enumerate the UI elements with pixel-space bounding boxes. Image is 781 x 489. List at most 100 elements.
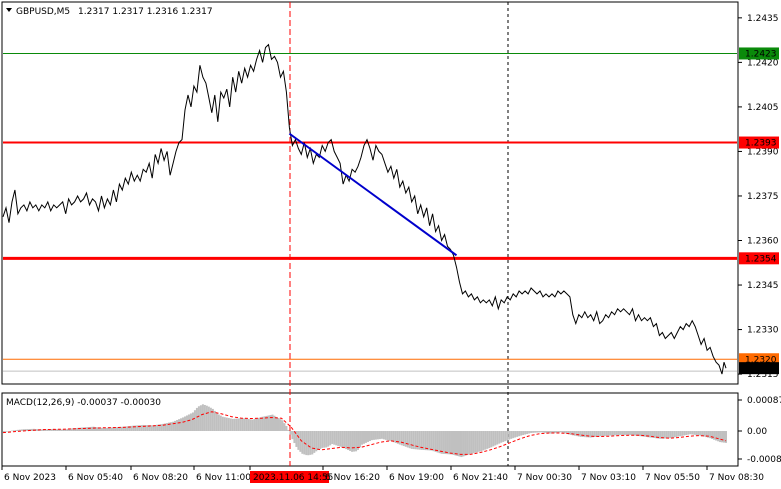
macd-histogram-bar [514, 431, 517, 438]
macd-histogram-bar [136, 425, 139, 431]
macd-histogram-bar [40, 429, 43, 431]
macd-histogram-bar [597, 431, 600, 437]
price-axis[interactable]: 1.2435 1.2420 1.2405 1.2390 1.2375 1.2360 1.23… [738, 14, 779, 380]
macd-histogram-bar [520, 431, 523, 436]
macd-histogram-bar [412, 431, 415, 450]
macd-histogram-bar [685, 431, 688, 436]
macd-histogram-bar [18, 429, 21, 431]
macd-histogram-bar [84, 427, 87, 431]
macd-histogram-bar [134, 425, 137, 431]
macd-histogram-bar [183, 416, 186, 431]
macd-histogram-bar [442, 431, 445, 454]
macd-histogram-bar [285, 426, 288, 431]
macd-histogram-bar [172, 421, 175, 431]
trend-line-layer[interactable] [288, 132, 458, 257]
red-level-upper-label: 1.2393 [745, 139, 777, 149]
macd-histogram-bar [384, 431, 387, 440]
price-tick-label: 1.2390 [747, 147, 779, 157]
macd-histogram-bar [400, 431, 403, 446]
macd-histogram-bar [243, 418, 246, 431]
macd-histogram-bar [629, 431, 632, 435]
macd-histogram-bar [456, 431, 459, 457]
macd-histogram-bar [251, 419, 254, 431]
macd-histogram-bar [603, 431, 606, 436]
macd-histogram-bar [189, 413, 192, 431]
macd-histogram-bar [583, 431, 586, 438]
chart-header: GBPUSD,M5 1.2317 1.2317 1.2316 1.2317 [6, 7, 213, 17]
macd-histogram-bar [299, 431, 302, 452]
time-axis[interactable]: 6 Nov 2023 6 Nov 05:40 6 Nov 08:20 6 Nov 11… [1, 466, 764, 483]
macd-histogram-bar [695, 431, 698, 436]
red-level-lower-label-bg [739, 252, 779, 265]
macd-histogram-bar [6, 431, 9, 432]
macd-histogram-bar [112, 427, 115, 431]
macd-histogram-bar [235, 418, 238, 431]
macd-histogram-bar [675, 431, 678, 437]
macd-histogram-bar [701, 431, 704, 437]
time-tick-label: 6 Nov 11:00 [196, 473, 251, 483]
macd-histogram-bar [450, 431, 453, 455]
time-tick-label: 6 Nov 08:20 [133, 473, 188, 483]
macd-histogram-bar [195, 407, 198, 431]
macd-histogram-bar [158, 424, 161, 431]
macd-histogram-bar [607, 431, 610, 436]
time-tick-label: 7 Nov 03:10 [581, 473, 636, 483]
macd-histogram-bar [311, 431, 314, 455]
macd-histogram-bar [267, 415, 270, 431]
macd-histogram-bar [323, 431, 326, 448]
macd-histogram-bar [48, 429, 51, 431]
macd-histogram-bar [72, 428, 75, 431]
macd-histogram-bar [227, 418, 230, 431]
macd-histogram-bar [281, 420, 284, 431]
macd-histogram-bar [563, 431, 566, 434]
macd-histogram-bar [275, 416, 278, 431]
ohlc-values: 1.2317 1.2317 1.2316 1.2317 [78, 7, 213, 17]
macd-histogram-bar [490, 431, 493, 448]
macd-histogram-bar [595, 431, 598, 437]
macd-histogram-bar [589, 431, 592, 438]
macd-histogram-bar [28, 429, 31, 431]
macd-histogram-bar [498, 431, 501, 444]
macd-histogram-bar [516, 431, 519, 437]
trend-line[interactable] [288, 132, 458, 257]
macd-histogram-bar [142, 424, 145, 431]
macd-histogram-bar [8, 431, 11, 432]
macd-histogram-bar [386, 431, 389, 441]
macd-histogram-bar [446, 431, 449, 455]
macd-histogram-bar [247, 419, 250, 431]
macd-histogram-bar [64, 429, 67, 431]
macd-histogram-bar [480, 431, 483, 452]
macd-histogram-bar [261, 416, 264, 431]
macd-histogram-bar [317, 431, 320, 451]
macd-histogram-bar [241, 418, 244, 431]
red-level-lower-label: 1.2354 [745, 254, 777, 264]
macd-histogram-bar [510, 431, 513, 439]
macd-histogram-bar [673, 431, 676, 438]
macd-histogram-bar [587, 431, 590, 438]
macd-histogram-bar [643, 431, 646, 437]
macd-histogram-bar [444, 431, 447, 455]
macd-histogram-bar [504, 431, 507, 442]
macd-histogram-bar [430, 431, 433, 451]
macd-histogram-bar [120, 426, 123, 431]
macd-histogram-bar [162, 423, 165, 431]
macd-histogram-bar [639, 431, 642, 437]
macd-histogram-bar [110, 427, 113, 431]
macd-histogram-bar [182, 417, 185, 431]
triangle-down-icon[interactable] [6, 8, 12, 12]
macd-histogram-bar [388, 431, 391, 441]
macd-histogram-bar [283, 423, 286, 431]
macd-histogram-bar [176, 420, 179, 431]
macd-histogram-bar [168, 422, 171, 431]
price-tick-label: 1.2315 [747, 370, 779, 380]
time-tick-label: 7 Nov 00:30 [517, 473, 572, 483]
macd-histogram-bar [54, 429, 57, 431]
macd-histogram-bar [575, 431, 578, 437]
macd-histogram-bar [689, 431, 692, 435]
current-price-label: 1.2317 [745, 364, 777, 374]
macd-histogram-bar [370, 431, 373, 441]
macd-histogram-bar [66, 429, 69, 431]
